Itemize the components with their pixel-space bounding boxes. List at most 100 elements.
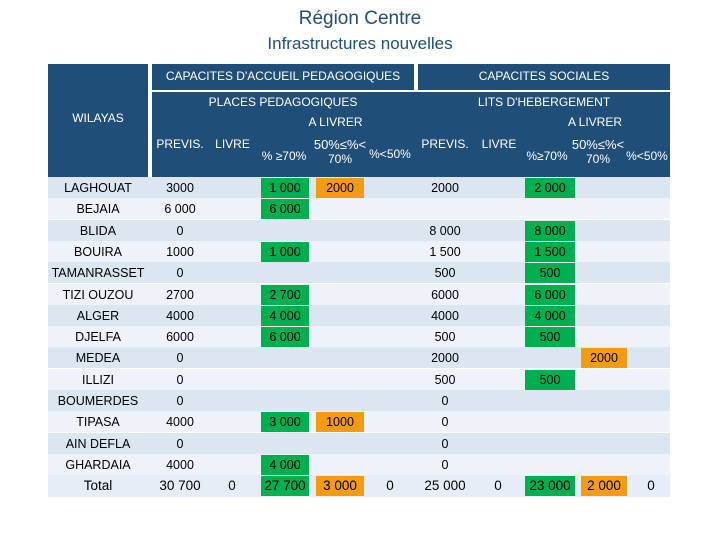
cell-soc-ge70: 2 000 [525, 178, 575, 198]
cell-ped-previs: 30 700 [159, 478, 201, 494]
table-row [48, 283, 670, 305]
soc-ge70-header: %≥70% [526, 149, 568, 163]
table-row [48, 198, 670, 220]
table-row [48, 432, 670, 454]
cell-soc-previs: 2000 [431, 351, 459, 366]
ped-alivrer-header: A LIVRER [308, 115, 363, 129]
ped-livre-header: LIVRE [215, 137, 250, 151]
table-row [48, 262, 670, 284]
cell-soc-previs: 0 [441, 394, 449, 408]
ped-sub-header: PLACES PEDAGOGIQUES [208, 95, 358, 109]
cell-soc-ge70: 500 [525, 327, 575, 348]
cell-ped-ge70: 1 000 [261, 241, 309, 262]
cell-ped-ge70: 1 000 [261, 178, 309, 198]
cell-soc-previs: 25 000 [424, 478, 466, 494]
cell-soc-ge70: 4 000 [525, 305, 575, 326]
cell-soc-ge70: 23 000 [525, 476, 575, 497]
cell-wilaya: BEJAIA [76, 202, 120, 217]
soc-livre-header: LIVRE [481, 137, 517, 151]
cell-wilaya: ALGER [76, 308, 120, 323]
cell-wilaya: ILLIZI [82, 372, 114, 387]
soc-previs-header: PREVIS. [421, 137, 469, 151]
cell-soc-mid: 2 000 [581, 476, 627, 497]
cell-soc-lt50: 0 [647, 478, 655, 494]
cell-ped-ge70: 4 000 [261, 454, 309, 475]
cell-soc-previs: 0 [441, 457, 449, 472]
cell-soc-ge70: 8 000 [525, 220, 575, 241]
ped-group-header: CAPACITES D'ACCUEIL PEDAGOGIQUES [152, 64, 414, 90]
cell-soc-previs: 500 [434, 266, 456, 281]
cell-soc-ge70: 500 [525, 369, 575, 390]
cell-ped-previs: 0 [176, 223, 184, 238]
cell-ped-previs: 6000 [166, 330, 194, 345]
table-row [48, 304, 670, 326]
cell-ped-ge70: 6 000 [261, 199, 309, 220]
cell-soc-livre: 0 [494, 478, 502, 494]
cell-soc-previs: 1 500 [429, 244, 461, 259]
ped-lt50-header: %<50% [369, 147, 411, 161]
cell-ped-previs: 4000 [166, 457, 194, 472]
cell-ped-ge70: 4 000 [261, 305, 309, 326]
cell-ped-ge70: 6 000 [261, 327, 309, 348]
cell-wilaya: GHARDAIA [65, 457, 131, 472]
cell-ped-mid: 2000 [316, 178, 364, 198]
cell-wilaya: BLIDA [79, 223, 117, 238]
cell-wilaya: TIZI OUZOU [62, 287, 134, 302]
cell-ped-previs: 2700 [166, 287, 194, 302]
cell-ped-previs: 4000 [166, 415, 194, 430]
cell-soc-previs: 500 [434, 372, 456, 387]
ped-ge70-header: % ≥70% [261, 149, 307, 163]
cell-wilaya: DJELFA [75, 330, 121, 345]
table-row [48, 368, 670, 390]
cell-ped-previs: 6 000 [164, 202, 196, 217]
table-row [48, 219, 670, 241]
cell-soc-previs: 2000 [431, 181, 459, 195]
cell-soc-mid: 2000 [581, 348, 627, 369]
cell-ped-ge70: 2 700 [261, 284, 309, 305]
cell-ped-ge70: 3 000 [261, 412, 309, 433]
cell-ped-previs: 3000 [166, 181, 194, 195]
cell-ped-mid: 3 000 [316, 476, 364, 497]
cell-ped-livre: 0 [228, 478, 236, 494]
ped-previs-header: PREVIS. [156, 137, 204, 151]
cell-soc-previs: 0 [441, 436, 449, 451]
cell-soc-ge70: 6 000 [525, 284, 575, 305]
cell-ped-ge70: 27 700 [261, 476, 309, 497]
cell-wilaya: AIN DEFLA [65, 436, 131, 451]
table-row [48, 326, 670, 348]
cell-ped-previs: 4000 [166, 308, 194, 323]
soc-alivrer-header: A LIVRER [567, 115, 623, 129]
cell-wilaya: TIPASA [76, 415, 120, 430]
cell-wilaya: MEDEA [75, 351, 121, 366]
soc-mid-header: 50%≤%< 70% [571, 137, 625, 166]
ped-mid-header: 50%≤%< 70% [313, 137, 367, 166]
cell-soc-ge70: 1 500 [525, 241, 575, 262]
table-row [48, 347, 670, 369]
cell-ped-mid: 1000 [316, 412, 364, 433]
soc-sub-header: LITS D'HEBERGEMENT [477, 95, 611, 109]
cell-soc-previs: 500 [434, 330, 456, 345]
cell-ped-previs: 0 [176, 372, 184, 387]
cell-ped-previs: 0 [176, 436, 184, 451]
cell-wilaya: TAMANRASSET [51, 266, 145, 281]
cell-ped-previs: 0 [176, 351, 184, 366]
cell-soc-ge70: 500 [525, 263, 575, 284]
cell-ped-previs: 0 [176, 394, 184, 408]
cell-soc-previs: 4000 [431, 308, 459, 323]
cell-ped-previs: 0 [176, 266, 184, 281]
table-row [48, 390, 670, 411]
cell-soc-previs: 6000 [431, 287, 459, 302]
cell-wilaya: LAGHOUAT [64, 181, 132, 195]
cell-soc-previs: 0 [441, 415, 449, 430]
soc-lt50-header: %<50% [626, 149, 668, 163]
cell-ped-lt50: 0 [386, 478, 394, 494]
sub-header-block: PLACES PEDAGOGIQUES LITS D'HEBERGEMENT A… [152, 92, 670, 179]
soc-group-header: CAPACITES SOCIALES [418, 64, 670, 90]
cell-wilaya: BOUIRA [74, 244, 122, 259]
cell-soc-previs: 8 000 [429, 223, 461, 238]
page-title: Région Centre [298, 8, 422, 29]
cell-ped-previs: 1000 [166, 244, 194, 259]
wilayas-header: WILAYAS [48, 64, 148, 179]
table-row [48, 453, 670, 475]
table-row [48, 240, 670, 262]
